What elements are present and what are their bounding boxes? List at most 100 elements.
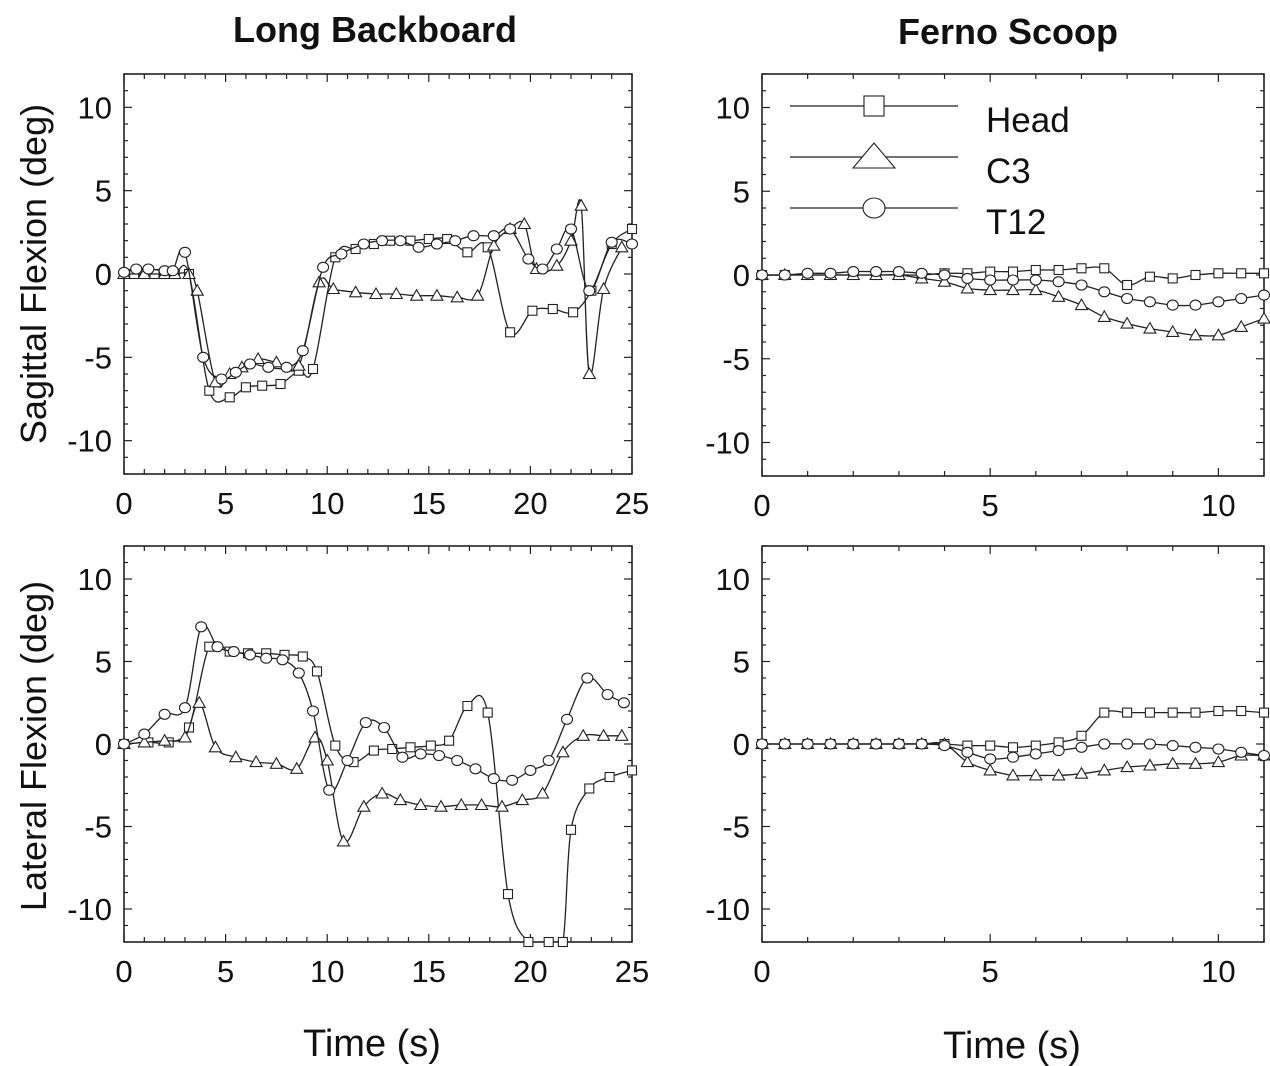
point-c3 — [208, 740, 223, 753]
point-t12 — [1257, 749, 1270, 762]
point-t12 — [824, 267, 837, 279]
point-t12 — [227, 646, 240, 658]
point-head — [482, 707, 493, 718]
point-c3 — [1142, 758, 1157, 771]
point-head — [1076, 263, 1087, 274]
point-t12 — [938, 269, 951, 281]
point-t12 — [487, 773, 500, 785]
x-tick-label: 0 — [115, 954, 132, 989]
point-t12 — [178, 702, 192, 714]
point-t12 — [847, 266, 860, 278]
point-c3 — [429, 288, 444, 301]
point-c3 — [474, 797, 489, 811]
point-t12 — [142, 263, 155, 275]
point-t12 — [1166, 740, 1179, 752]
legend-entry-t12: T12 — [790, 197, 1046, 242]
series-t12 — [117, 621, 630, 796]
point-t12 — [449, 235, 462, 247]
point-c3 — [326, 281, 341, 295]
x-tick-label: 15 — [412, 954, 446, 989]
point-head — [204, 385, 215, 396]
point-c3 — [1097, 763, 1112, 776]
point-c3 — [576, 728, 591, 741]
point-c3 — [157, 733, 172, 746]
y-tick-label: 0 — [733, 727, 750, 762]
point-c3 — [454, 797, 469, 811]
xlabel-right: Time (s) — [943, 1025, 1081, 1066]
point-t12 — [1189, 299, 1202, 311]
point-t12 — [1006, 274, 1020, 286]
point-t12 — [1121, 292, 1134, 305]
y-tick-label: -10 — [705, 892, 750, 927]
point-t12 — [1075, 741, 1088, 753]
point-head — [1213, 705, 1224, 717]
point-c3 — [1142, 321, 1157, 334]
point-head — [584, 783, 595, 794]
point-c3 — [582, 366, 597, 380]
point-head — [330, 740, 341, 751]
point-head — [1258, 268, 1270, 279]
point-head — [502, 889, 514, 900]
point-t12 — [560, 713, 574, 725]
point-t12 — [1212, 743, 1225, 755]
y-tick-label: 0 — [95, 727, 112, 762]
point-head — [1190, 707, 1201, 718]
point-c3 — [470, 288, 485, 301]
point-c3 — [555, 745, 570, 758]
point-t12 — [197, 351, 210, 363]
point-t12 — [1075, 279, 1088, 291]
point-c3 — [960, 281, 975, 294]
point-t12 — [824, 738, 837, 750]
x-tick-label: 10 — [310, 486, 344, 521]
point-c3 — [356, 799, 371, 812]
point-t12 — [394, 235, 407, 247]
point-head — [425, 740, 436, 751]
point-c3 — [1006, 768, 1020, 781]
point-c3 — [937, 274, 952, 287]
point-head — [1099, 707, 1110, 718]
point-head — [1030, 264, 1041, 276]
point-t12 — [801, 267, 814, 279]
x-tick-label: 0 — [753, 954, 770, 989]
point-head — [985, 740, 996, 751]
y-tick-label: 0 — [733, 258, 750, 293]
panel-sagittal-long-backboard: 0 5 10 15 20 25 10 5 0 -5 -10 — [67, 73, 649, 521]
point-t12 — [617, 697, 630, 709]
point-c3 — [289, 761, 304, 774]
point-t12 — [961, 746, 974, 758]
point-head — [1144, 271, 1155, 282]
point-head — [462, 700, 473, 712]
point-t12 — [801, 738, 814, 750]
point-c3 — [409, 288, 424, 301]
point-c3 — [348, 285, 363, 298]
x-tick-label: 10 — [310, 954, 344, 989]
point-t12 — [130, 263, 143, 275]
point-t12 — [601, 688, 614, 701]
point-c3 — [178, 730, 192, 743]
series-c3 — [117, 695, 629, 847]
point-c3 — [1120, 316, 1135, 329]
point-t12 — [1143, 738, 1156, 750]
y-tick-label: 10 — [78, 562, 112, 597]
point-t12 — [915, 738, 928, 750]
point-t12 — [506, 774, 519, 786]
x-tick-label: 5 — [982, 954, 999, 989]
point-t12 — [262, 361, 275, 373]
point-t12 — [243, 358, 257, 370]
point-head — [1122, 707, 1133, 718]
point-t12 — [1098, 286, 1111, 298]
point-t12 — [504, 223, 517, 235]
point-t12 — [1143, 296, 1156, 308]
point-head — [423, 233, 434, 245]
point-t12 — [396, 751, 409, 763]
x-tick-label: 20 — [513, 486, 547, 521]
point-t12 — [229, 366, 242, 378]
point-c3 — [251, 351, 266, 365]
point-t12 — [1029, 274, 1042, 286]
point-c3 — [192, 695, 207, 708]
point-head — [297, 651, 308, 662]
legend-circle-icon — [862, 197, 886, 219]
point-c3 — [1257, 311, 1270, 324]
point-c3 — [1188, 756, 1203, 769]
point-c3 — [336, 834, 351, 847]
